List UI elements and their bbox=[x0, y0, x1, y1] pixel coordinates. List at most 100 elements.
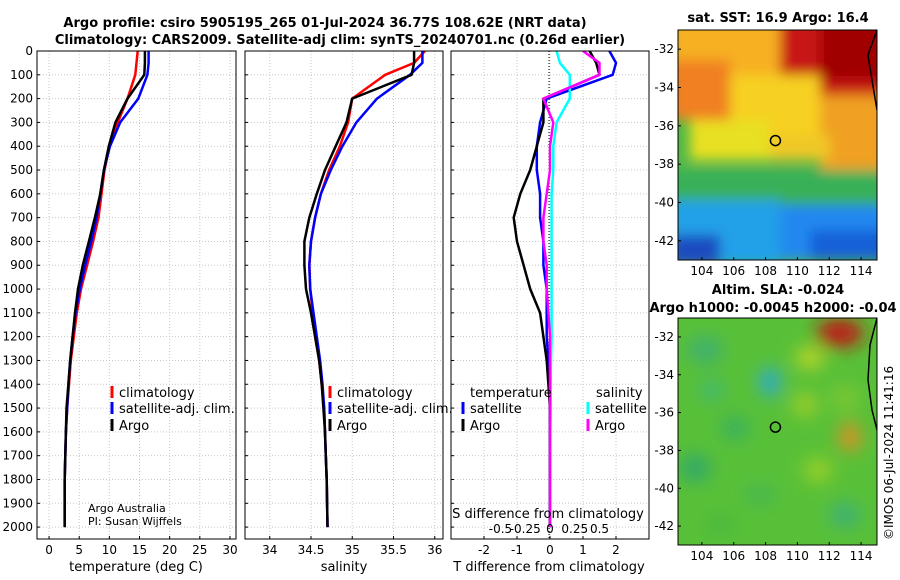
x-tick-label: 2 bbox=[612, 543, 620, 557]
y-tick-label: 1900 bbox=[2, 496, 33, 510]
temperature-lines bbox=[63, 51, 150, 528]
y-tick-label: 800 bbox=[10, 234, 33, 248]
x-tick-label: 0 bbox=[45, 543, 53, 557]
y-tick-label: 1800 bbox=[2, 472, 33, 486]
salinity-legend: climatology satellite-adj. clim. Argo bbox=[328, 386, 453, 434]
salinity-ticks: 34 34.5 35 35.5 36 bbox=[245, 50, 442, 557]
sst-map: sat. SST: 16.9 Argo: 16.4 104 106 108 1 bbox=[654, 11, 878, 278]
series-line bbox=[63, 51, 147, 528]
y-tick-label: -32 bbox=[654, 330, 674, 344]
salinity-frame bbox=[244, 50, 444, 540]
x-tick-label: 30 bbox=[222, 543, 237, 557]
x-tick-label: 106 bbox=[722, 264, 745, 278]
series-line bbox=[63, 51, 139, 528]
y-tick-label: -40 bbox=[654, 196, 674, 210]
legend-label-argo: Argo bbox=[119, 419, 149, 434]
y-tick-label: -38 bbox=[654, 157, 674, 171]
x-tick-label: 35 bbox=[345, 543, 360, 557]
y-tick-label: -40 bbox=[654, 481, 674, 495]
secondary-tick-label: 0 bbox=[546, 522, 554, 536]
secondary-tick-label: 0.5 bbox=[590, 522, 609, 536]
x-tick-label: 104 bbox=[690, 549, 713, 563]
x-tick-label: 112 bbox=[818, 264, 841, 278]
salinity-xlabel: salinity bbox=[321, 560, 368, 575]
sst-map-frame bbox=[677, 29, 878, 261]
sst-argo-marker bbox=[769, 134, 782, 147]
y-tick-label: 2000 bbox=[2, 520, 33, 534]
x-tick-label: 0 bbox=[546, 543, 554, 557]
sla-field bbox=[679, 319, 864, 535]
y-tick-label: 200 bbox=[10, 92, 33, 106]
x-tick-label: 110 bbox=[786, 549, 809, 563]
y-tick-label: 1300 bbox=[2, 353, 33, 367]
y-tick-label: 0 bbox=[25, 44, 33, 58]
temperature-grid bbox=[37, 50, 236, 539]
y-tick-label: 600 bbox=[10, 187, 33, 201]
secondary-tick-label: 0.25 bbox=[561, 522, 588, 536]
difference-lines bbox=[512, 51, 618, 528]
x-tick-label: 25 bbox=[192, 543, 207, 557]
x-tick-label: -2 bbox=[478, 543, 490, 557]
timestamp-stamp: ©IMOS 06-Jul-2024 11:41:16 bbox=[882, 366, 896, 540]
y-tick-label: -42 bbox=[654, 519, 674, 533]
y-tick-label: 1200 bbox=[2, 330, 33, 344]
temperature-legend: climatology satellite-adj. clim. Argo bbox=[110, 386, 235, 434]
x-tick-label: -1 bbox=[511, 543, 523, 557]
legend-label-temp-argo: Argo bbox=[470, 419, 500, 434]
secondary-tick-label: -0.5 bbox=[489, 522, 512, 536]
sst-map-title: sat. SST: 16.9 Argo: 16.4 bbox=[687, 11, 868, 26]
salinity-lines bbox=[303, 51, 426, 528]
sla-map-title: Altim. SLA: -0.024 bbox=[712, 283, 844, 298]
title-line-1: Argo profile: csiro 5905195_265 01-Jul-2… bbox=[63, 16, 586, 31]
y-tick-label: -42 bbox=[654, 234, 674, 248]
y-tick-label: -36 bbox=[654, 406, 674, 420]
y-tick-label: 700 bbox=[10, 211, 33, 225]
difference-xlabel: T difference from climatology bbox=[452, 560, 645, 575]
x-tick-label: 10 bbox=[102, 543, 117, 557]
x-tick-label: 104 bbox=[690, 264, 713, 278]
y-tick-label: 1000 bbox=[2, 282, 33, 296]
sst-map-ticks: 104 106 108 110 112 114 -32 -34 -36 -38 -40 -42 bbox=[654, 42, 872, 278]
x-tick-label: 108 bbox=[754, 264, 777, 278]
credit-org: Argo Australia bbox=[88, 502, 166, 515]
legend-header-temperature: temperature bbox=[470, 386, 552, 401]
x-tick-label: 34.5 bbox=[298, 543, 325, 557]
y-tick-label: -34 bbox=[654, 368, 674, 382]
y-tick-label: 1100 bbox=[2, 306, 33, 320]
y-tick-label: 1400 bbox=[2, 377, 33, 391]
y-tick-label: 100 bbox=[10, 68, 33, 82]
legend-label-satellite: satellite-adj. clim. bbox=[119, 402, 235, 417]
y-tick-label: -38 bbox=[654, 443, 674, 457]
temperature-panel: 0100200300400500600700800900100011001200… bbox=[2, 44, 237, 575]
legend-label-argo: Argo bbox=[337, 419, 367, 434]
difference-legend: temperature salinity satellite Argo sate… bbox=[461, 386, 647, 434]
y-tick-label: -32 bbox=[654, 42, 674, 56]
temperature-frame bbox=[36, 50, 237, 540]
sla-coastline bbox=[867, 318, 877, 431]
x-tick-label: 1 bbox=[579, 543, 587, 557]
legend-label-climatology: climatology bbox=[119, 386, 195, 401]
x-tick-label: 110 bbox=[786, 264, 809, 278]
x-tick-label: 106 bbox=[722, 549, 745, 563]
x-tick-label: 34 bbox=[262, 543, 277, 557]
sst-coastline bbox=[867, 30, 877, 111]
y-tick-label: 300 bbox=[10, 115, 33, 129]
title-line-2: Climatology: CARS2009. Satellite-adj cli… bbox=[55, 33, 625, 48]
legend-label-temp-satellite: satellite bbox=[470, 402, 522, 417]
salinity-panel: 34 34.5 35 35.5 36 salinity climatology sate… bbox=[244, 50, 453, 575]
series-line bbox=[303, 51, 416, 528]
y-tick-label: 1500 bbox=[2, 401, 33, 415]
y-tick-label: 900 bbox=[10, 258, 33, 272]
difference-panel: -2 -1 0 1 2 -0.5-0.25 0 0.25 0.5 T difference fr… bbox=[450, 50, 650, 575]
y-tick-label: 500 bbox=[10, 163, 33, 177]
series-line bbox=[542, 51, 601, 528]
difference-ticks: -2 -1 0 1 2 -0.5-0.25 0 0.25 0.5 bbox=[451, 50, 620, 557]
y-tick-label: 1700 bbox=[2, 449, 33, 463]
credit-pi: PI: Susan Wijffels bbox=[88, 515, 182, 528]
y-tick-label: -36 bbox=[654, 119, 674, 133]
legend-header-salinity: salinity bbox=[596, 386, 643, 401]
secondary-tick-label: -0.25 bbox=[510, 522, 541, 536]
x-tick-label: 114 bbox=[850, 264, 873, 278]
sla-map-frame bbox=[677, 317, 878, 546]
